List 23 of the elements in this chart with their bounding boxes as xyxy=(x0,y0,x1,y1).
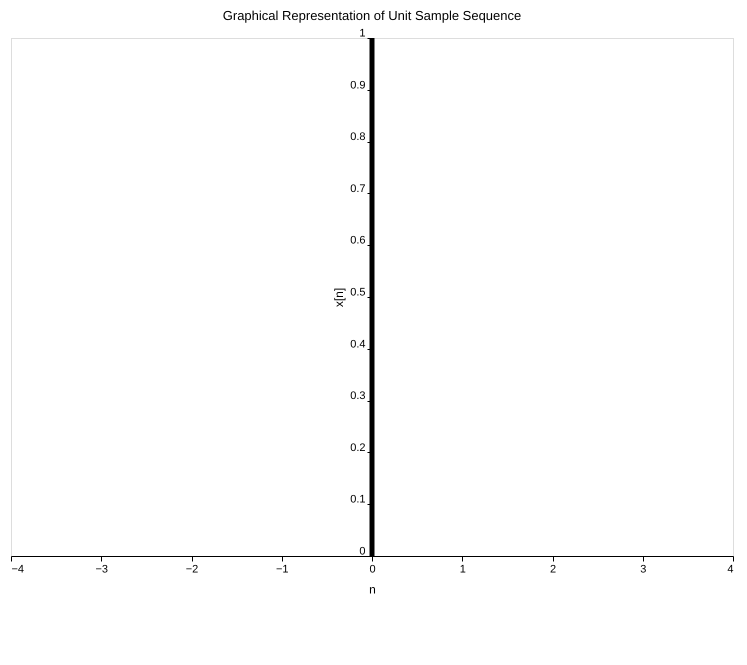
y-tick-label: 0.3 xyxy=(350,390,366,402)
x-tick-label: −2 xyxy=(186,564,198,576)
y-tick-label: 0.4 xyxy=(350,338,366,350)
y-tick-label: 0 xyxy=(359,546,366,558)
y-tick-label: 0.9 xyxy=(350,79,366,92)
x-tick-label: 4 xyxy=(727,564,734,576)
y-tick-label: 1 xyxy=(359,28,366,40)
x-tick-label: −4 xyxy=(12,564,24,576)
x-axis-title: n xyxy=(369,582,376,596)
y-tick-label: 0.2 xyxy=(350,442,366,454)
x-tick-label: 1 xyxy=(460,564,466,576)
y-tick-label: 0.1 xyxy=(350,494,366,506)
y-tick-label: 0.7 xyxy=(350,182,366,195)
y-tick-label: 0.5 xyxy=(350,286,366,298)
y-tick-label: 0.8 xyxy=(350,131,366,144)
x-tick-label: 0 xyxy=(369,564,376,576)
y-axis-title: x[n] xyxy=(332,288,346,308)
x-tick-label: −3 xyxy=(95,564,108,576)
y-tick-label: 0.6 xyxy=(350,234,366,247)
x-tick-label: −1 xyxy=(276,564,289,576)
x-tick-label: 2 xyxy=(550,564,556,576)
chart-title: Graphical Representation of Unit Sample Sequence xyxy=(222,8,522,23)
x-tick-label: 3 xyxy=(640,564,646,576)
